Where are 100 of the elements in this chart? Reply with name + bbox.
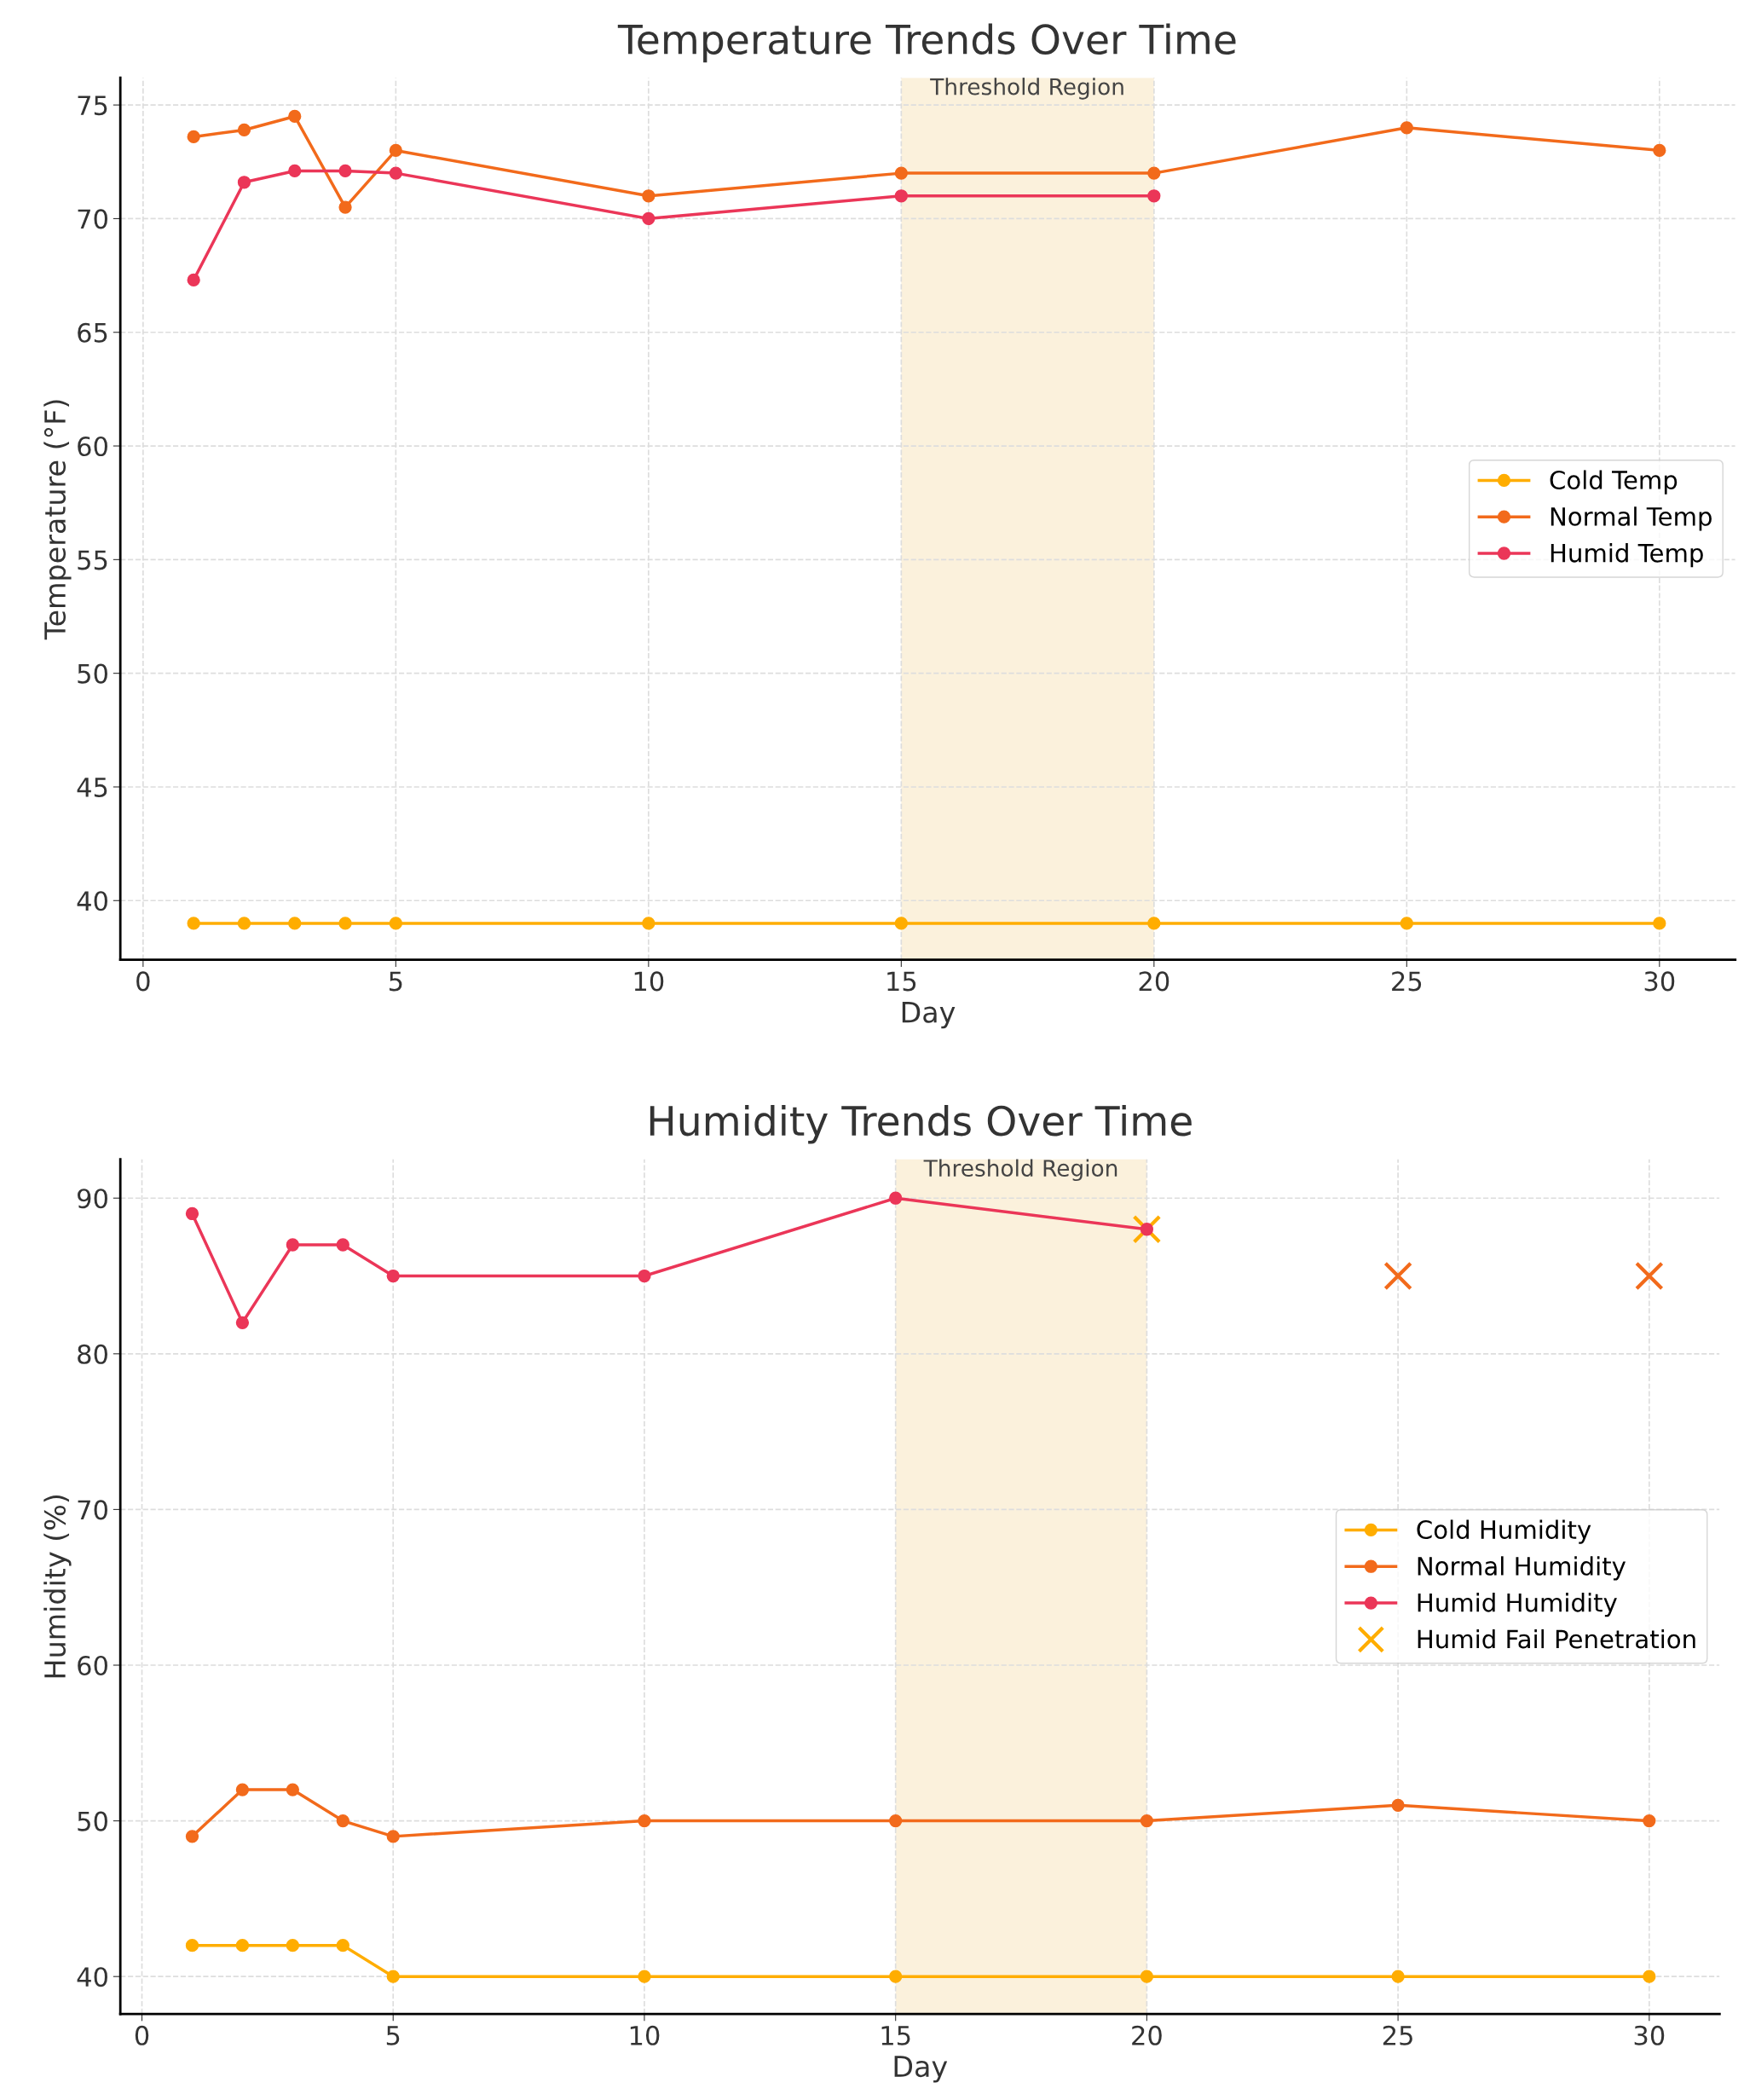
legend-label: Humid Temp [1551,543,1703,568]
x-tick-label: 0 [135,2025,149,2045]
point [286,1939,299,1952]
x-tick-label: 20 [1132,2025,1162,2045]
x-tick-label: 25 [1383,2025,1412,2045]
point [336,1939,349,1952]
y-tick-label: 70 [78,1500,107,1520]
point [1383,1261,1412,1291]
y-tick-label: 75 [78,95,107,116]
point [286,1238,299,1252]
point [1400,917,1413,930]
point [642,211,655,226]
x-axis-title: Day [902,1001,956,1029]
y-tick-label: 90 [78,1189,107,1209]
y-tick-label: 70 [78,209,107,229]
legend-label: Normal Temp [1551,506,1712,531]
legend-label: Humid Fail Penetration [1418,1629,1695,1649]
point [187,130,200,144]
point [185,1939,199,1952]
y-tick-label: 40 [77,891,107,911]
y-axis-title: Humidity (%) [43,1495,72,1678]
x-tick-label: 15 [887,971,916,992]
point [1653,917,1666,930]
point [237,917,251,930]
point [1391,1970,1405,1983]
point [1140,1223,1154,1236]
point [338,200,352,214]
y-tick-label: 55 [78,550,107,570]
point [1147,166,1161,180]
point [286,1783,299,1796]
point [894,166,908,180]
point [288,917,302,930]
y-tick-label: 50 [78,1811,107,1831]
x-tick-label: 5 [386,2026,400,2045]
point [389,166,402,180]
legend-label: Cold Temp [1550,470,1678,495]
point [389,917,402,930]
point [1147,189,1161,203]
x-tick-label: 5 [389,971,402,992]
point [1635,1261,1664,1291]
point [237,176,251,189]
point [1391,1798,1405,1812]
point [389,143,402,158]
point [1140,1970,1154,1983]
y-tick-label: 40 [77,1967,107,1987]
point [338,164,352,178]
band-label: Threshold Region [923,1159,1117,1182]
x-axis-title: Day [894,2056,948,2083]
x-tick-label: 30 [1634,2025,1665,2045]
point [185,1830,199,1843]
y-tick-label: 60 [78,1655,107,1676]
y-tick-label: 45 [77,778,107,798]
y-tick-label: 50 [78,663,107,684]
point [336,1238,349,1252]
legend-label: Cold Humidity [1417,1519,1591,1544]
x-tick-label: 20 [1139,971,1169,992]
point [638,1269,651,1283]
point [386,1269,400,1283]
x-tick-label: 30 [1644,971,1675,992]
point [642,917,655,930]
point [1400,121,1413,135]
point [187,917,200,930]
point [185,1206,199,1221]
point [336,1814,349,1828]
point [889,1191,903,1205]
band-label: Threshold Region [930,78,1123,100]
point [338,917,352,930]
x-tick-label: 10 [630,2025,660,2045]
x-tick-label: 25 [1392,971,1422,992]
point [642,189,655,203]
y-tick-label: 60 [78,436,107,457]
y-tick-label: 80 [78,1344,107,1364]
y-axis-title: Temperature (°F) [43,400,72,640]
point [237,123,251,137]
point [1643,1814,1656,1828]
point [386,1830,400,1843]
chart-title: Temperature Trends Over Time [617,23,1236,63]
point [894,189,908,203]
point [889,1970,903,1983]
point [894,917,908,930]
legend-label: Normal Humidity [1418,1556,1626,1581]
point [288,164,302,178]
point [288,109,302,124]
point [235,1783,250,1796]
point [1140,1814,1154,1828]
point [889,1814,903,1828]
point [1643,1970,1656,1983]
chart-title: Humidity Trends Over Time [650,1104,1192,1144]
x-tick-label: 0 [136,971,150,992]
point [235,1316,250,1329]
x-tick-label: 15 [881,2026,910,2045]
legend-label: Humid Humidity [1418,1593,1617,1617]
point [638,1814,651,1828]
point [187,273,200,287]
x-tick-label: 10 [634,971,664,992]
y-tick-label: 65 [78,322,107,343]
point [1653,143,1666,158]
point [235,1939,250,1952]
point [1147,917,1161,930]
point [638,1970,651,1983]
